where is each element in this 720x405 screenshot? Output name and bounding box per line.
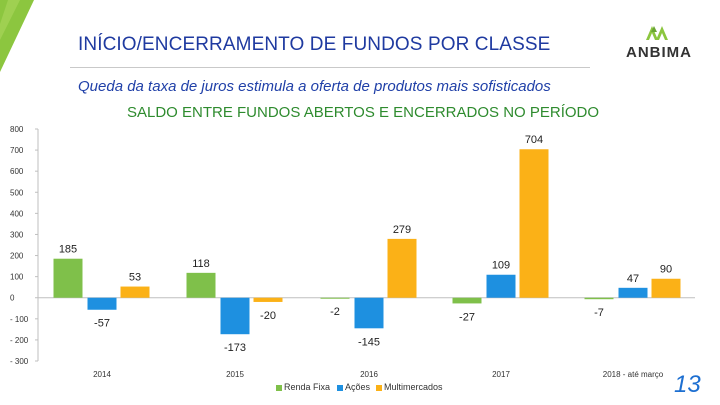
legend-item-acoes: Ações [337,382,370,392]
data-label-multimercados: 53 [129,272,141,284]
chart-title: SALDO ENTRE FUNDOS ABERTOS E ENCERRADOS … [127,104,600,121]
logo-text: ANBIMA [626,44,692,61]
data-label-acoes: 109 [492,260,510,272]
bar-multimercados [387,238,417,298]
data-label-acoes: -57 [94,318,110,330]
bar-renda-fixa [584,297,614,300]
legend-label-multimercados: Multimercados [384,382,443,392]
data-label-renda-fixa: 185 [59,244,77,256]
bar-renda-fixa [53,258,83,298]
anbima-logo-icon [646,26,668,40]
legend-label-renda-fixa: Renda Fixa [284,382,331,392]
y-tick-label: 200 [10,252,24,261]
bar-multimercados [253,297,283,302]
legend-swatch-multimercados [376,384,382,391]
data-label-multimercados: -20 [260,310,276,322]
legend-swatch-renda-fixa [276,384,282,391]
x-tick-label: 2014 [93,370,111,379]
data-label-multimercados: 90 [660,264,672,276]
x-tick-label: 2015 [226,370,244,379]
y-tick-label: 300 [10,230,24,239]
bar-multimercados [651,278,681,298]
bar-multimercados [519,149,549,298]
bar-acoes [486,274,516,298]
y-tick-label: - 300 [10,357,29,366]
x-tick-label: 2016 [360,370,378,379]
y-tick-label: 500 [10,188,24,197]
y-tick-label: 800 [10,125,24,134]
y-tick-label: - 200 [10,336,29,345]
y-tick-label: 100 [10,273,24,282]
data-label-renda-fixa: -2 [330,306,340,318]
bar-acoes [354,297,384,329]
legend-label-acoes: Ações [345,382,371,392]
y-tick-label: 700 [10,146,24,155]
bar-renda-fixa [186,272,216,298]
data-label-renda-fixa: -7 [594,307,604,319]
data-label-multimercados: 279 [393,224,411,236]
data-label-renda-fixa: -27 [459,311,475,323]
legend-item-renda-fixa: Renda Fixa [276,382,330,392]
data-label-multimercados: 704 [525,134,543,146]
bar-acoes [87,297,117,310]
x-tick-label: 2018 - até março [603,370,664,379]
corner-decoration [0,0,34,72]
data-label-acoes: -173 [224,342,246,354]
y-tick-label: 600 [10,167,24,176]
data-label-renda-fixa: 118 [192,258,210,270]
data-label-acoes: -145 [358,336,380,348]
data-label-acoes: 47 [627,273,639,285]
bar-renda-fixa [320,297,350,299]
title-divider [70,67,590,68]
bar-acoes [618,287,648,298]
page-title: INÍCIO/ENCERRAMENTO DE FUNDOS POR CLASSE [78,34,551,55]
bar-multimercados [120,286,150,298]
y-tick-label: - 100 [10,315,29,324]
legend-swatch-acoes [337,384,343,391]
y-tick-label: 0 [10,294,15,303]
bar-acoes [220,297,250,335]
y-tick-label: 400 [10,209,24,218]
bar-renda-fixa [452,297,482,304]
x-tick-label: 2017 [492,370,510,379]
legend-item-multimercados: Multimercados [376,382,443,392]
page-subtitle: Queda da taxa de juros estimula a oferta… [78,78,551,95]
page-number: 13 [674,371,701,398]
